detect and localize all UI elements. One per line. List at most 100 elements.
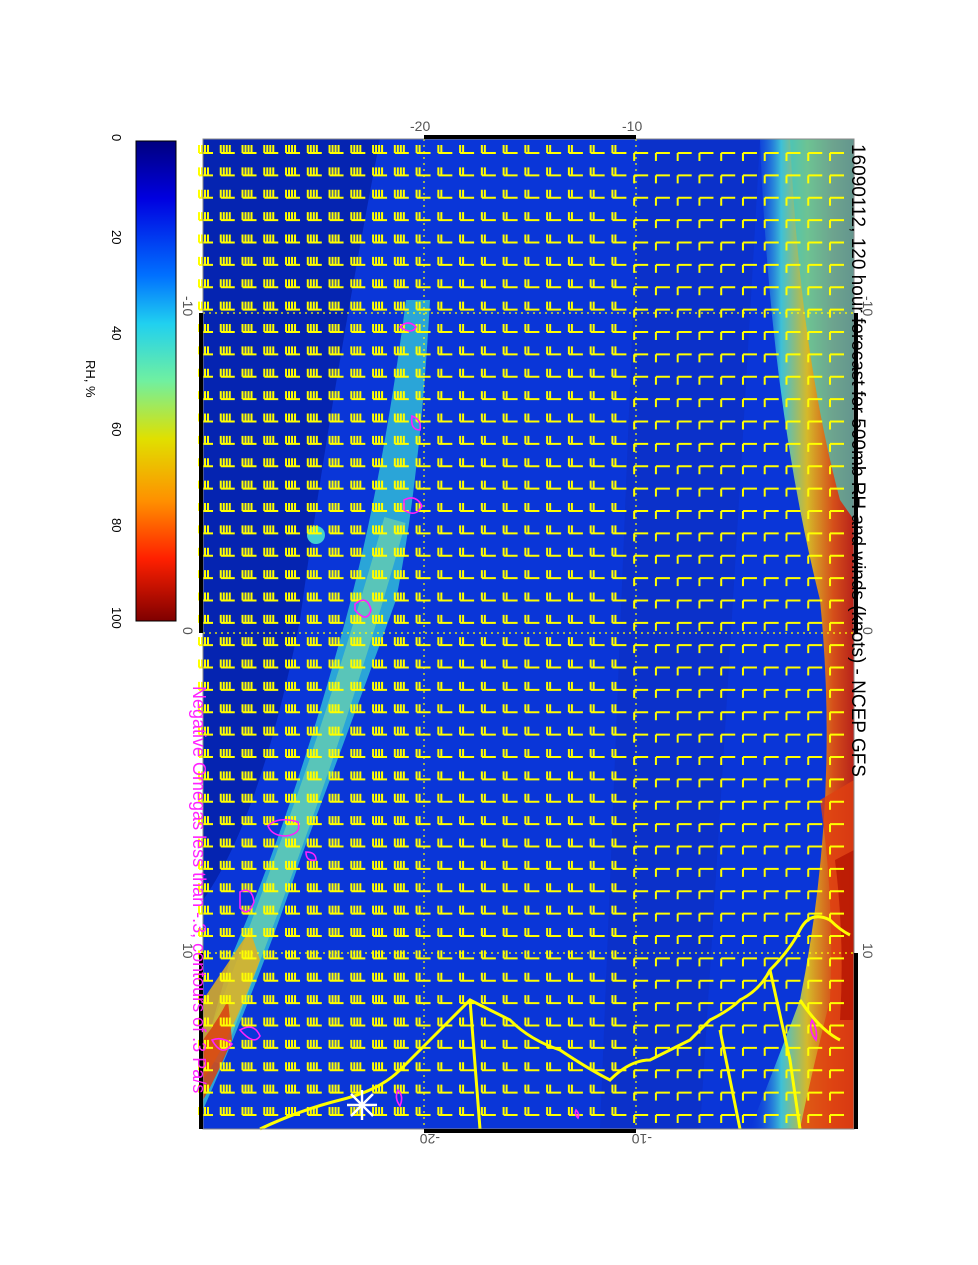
wind-barb <box>480 525 496 535</box>
wind-barb <box>589 547 605 557</box>
wind-barb <box>785 509 801 519</box>
wind-barb <box>524 838 540 848</box>
wind-barb <box>720 286 736 296</box>
wind-barb <box>393 458 409 468</box>
wind-barb <box>219 793 235 803</box>
wind-barb <box>567 883 583 893</box>
wind-barb <box>567 502 583 512</box>
wind-barb <box>285 480 301 490</box>
wind-barb <box>350 458 366 468</box>
wind-barb <box>676 666 692 676</box>
wind-barb <box>654 711 670 721</box>
wind-barb <box>676 286 692 296</box>
wind-barb <box>741 196 757 206</box>
wind-barb <box>741 219 757 229</box>
wind-barb <box>741 935 757 945</box>
wind-barb <box>241 1039 257 1049</box>
wind-barb <box>698 1069 714 1079</box>
wind-barb <box>415 592 431 602</box>
wind-barb <box>763 330 779 340</box>
wind-barb <box>807 599 823 609</box>
wind-barb <box>720 778 736 788</box>
wind-barb <box>720 487 736 497</box>
wind-barb <box>698 711 714 721</box>
wind-barb <box>654 935 670 945</box>
wind-barb <box>328 346 344 356</box>
wind-barb <box>829 487 844 497</box>
wind-barb <box>480 189 496 199</box>
wind-barb <box>285 726 301 736</box>
wind-barb <box>219 323 235 333</box>
wind-barb <box>567 771 583 781</box>
wind-barb <box>459 860 475 870</box>
wind-barb <box>567 435 583 445</box>
wind-barb <box>676 733 692 743</box>
right-axis-label-2: 0 <box>860 627 876 635</box>
wind-barb <box>633 241 649 251</box>
wind-barb <box>720 554 736 564</box>
wind-barb <box>829 845 844 855</box>
wind-barb <box>654 487 670 497</box>
wind-barb <box>350 659 366 669</box>
wind-barb <box>263 1084 279 1094</box>
wind-barb <box>285 950 301 960</box>
wind-barb <box>785 621 801 631</box>
wind-barb <box>698 219 714 229</box>
wind-barb <box>393 838 409 848</box>
wind-barb <box>393 391 409 401</box>
wind-barb <box>328 435 344 445</box>
wind-barb <box>350 301 366 311</box>
wind-barb <box>785 196 801 206</box>
wind-barb <box>524 391 540 401</box>
wind-barb <box>720 621 736 631</box>
wind-barb <box>720 867 736 877</box>
wind-barb <box>676 442 692 452</box>
bottom-axis-label-2: -10 <box>631 1131 652 1147</box>
wind-barb <box>241 771 257 781</box>
wind-barb <box>263 928 279 938</box>
wind-barb <box>720 845 736 855</box>
wind-barb <box>372 301 388 311</box>
wind-barb <box>415 234 431 244</box>
wind-barb <box>415 480 431 490</box>
wind-barb <box>306 323 322 333</box>
wind-barb <box>241 1107 257 1116</box>
wind-barb <box>720 219 736 229</box>
wind-barb <box>698 286 714 296</box>
wind-barb <box>502 749 518 759</box>
wind-barb <box>589 928 605 938</box>
wind-barb <box>524 883 540 893</box>
colorbar-tick-100: 100 <box>109 607 124 629</box>
wind-barb <box>415 883 431 893</box>
wind-barb <box>829 174 844 184</box>
wind-barb <box>263 570 279 580</box>
wind-barb <box>720 308 736 318</box>
wind-barb <box>480 883 496 893</box>
wind-barb <box>350 972 366 982</box>
wind-barb <box>807 465 823 475</box>
wind-barb <box>546 860 562 870</box>
wind-barb <box>198 838 213 848</box>
wind-barb <box>328 950 344 960</box>
wind-barb <box>611 816 627 826</box>
wind-barb <box>763 353 779 363</box>
wind-barb <box>676 621 692 631</box>
wind-barb <box>546 413 562 423</box>
wind-barb <box>502 413 518 423</box>
wind-barb <box>546 928 562 938</box>
wind-barb <box>502 547 518 557</box>
wind-barb <box>654 957 670 967</box>
wind-barb <box>654 890 670 900</box>
wind-barb <box>763 375 779 385</box>
wind-barb <box>654 1069 670 1079</box>
wind-barb <box>524 413 540 423</box>
wind-barb <box>785 152 801 161</box>
wind-barb <box>589 704 605 714</box>
wind-barb <box>785 442 801 452</box>
wind-barb <box>589 838 605 848</box>
wind-barb <box>459 659 475 669</box>
wind-barb <box>285 771 301 781</box>
wind-barb <box>546 614 562 624</box>
wind-barb <box>720 935 736 945</box>
wind-barb <box>654 532 670 542</box>
